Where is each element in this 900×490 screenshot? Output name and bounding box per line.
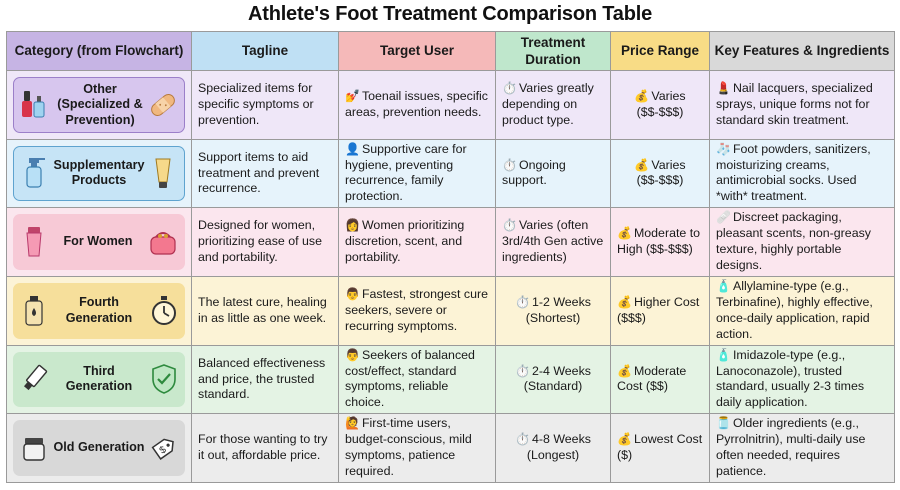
duration-cell: ⏱️ Ongoing support.	[495, 138, 611, 209]
category-label: Supplementary Products	[53, 158, 145, 188]
bandage-icon	[148, 88, 178, 122]
price-cell: 💰 Varies ($$-$$$)	[610, 138, 710, 209]
table-row: For Women Designed for women, prioritizi…	[6, 207, 895, 277]
table-row: Old Generation $ For those wanting to tr…	[6, 413, 895, 483]
table-row: Other (Specialized & Prevention) Special…	[6, 70, 895, 140]
features-cell: 🧴 Imidazole-type (e.g., Lanoconazole), tr…	[709, 344, 895, 415]
table-row: Supplementary Products Support items to …	[6, 138, 895, 209]
tagline-cell: The latest cure, healing in as little as…	[191, 275, 339, 346]
category-cell: Old Generation $	[6, 413, 192, 483]
ointment-tube-icon	[19, 362, 49, 396]
spray-bottle-icon	[20, 156, 50, 190]
header-tagline: Tagline	[191, 31, 339, 71]
duration-cell: ⏱️ 1-2 Weeks (Shortest)	[495, 275, 611, 346]
price-cell: 💰 Varies ($$-$$$)	[610, 70, 710, 140]
category-badge-old-generation: Old Generation $	[13, 420, 185, 476]
target-user-cell: 🙋 First-time users, budget-conscious, mil…	[338, 413, 496, 483]
header-target-user: Target User	[338, 31, 496, 71]
cream-tube-icon	[19, 225, 49, 259]
target-user-cell: 💅 Toenail issues, specific areas, prevent…	[338, 70, 496, 140]
shield-check-icon	[149, 362, 179, 396]
svg-text:$: $	[158, 444, 169, 456]
target-user-cell: 👨 Seekers of balanced cost/effect, standa…	[338, 344, 496, 415]
cream-tube-icon	[19, 294, 49, 328]
category-label: Fourth Generation	[65, 295, 133, 325]
pouch-icon	[147, 225, 179, 259]
duration-cell: ⏱️ 4-8 Weeks (Longest)	[495, 413, 611, 483]
stopwatch-icon	[149, 294, 179, 328]
price-cell: 💰 Higher Cost ($$$)	[610, 275, 710, 346]
price-cell: 💰 Moderate to High ($$-$$$)	[610, 207, 710, 277]
category-badge-fourth-generation: Fourth Generation	[13, 282, 185, 339]
header-price-range: Price Range	[610, 31, 710, 71]
cream-tube-icon	[148, 156, 178, 190]
features-cell: 🧴 Allylamine-type (e.g., Terbinafine), hi…	[709, 275, 895, 346]
tagline-cell: Specialized items for specific symptoms …	[191, 70, 339, 140]
table-row: Fourth Generation The latest cure, heali…	[6, 275, 895, 346]
category-label: Other (Specialized & Prevention)	[57, 81, 143, 127]
table-row: Third Generation Balanced effectiveness …	[6, 344, 895, 415]
category-cell: Other (Specialized & Prevention)	[6, 70, 192, 140]
nail-polish-icon	[20, 88, 52, 122]
header-treatment-duration: Treatment Duration	[495, 31, 611, 71]
category-label: Old Generation	[53, 440, 145, 455]
category-cell: Third Generation	[6, 344, 192, 415]
tagline-cell: Support items to aid treatment and preve…	[191, 138, 339, 209]
comparison-table: Category (from Flowchart) Tagline Target…	[6, 31, 895, 483]
category-label: Third Generation	[65, 364, 133, 394]
page-title: Athlete's Foot Treatment Comparison Tabl…	[247, 3, 653, 25]
duration-cell: ⏱️ Varies (often 3rd/4th Gen active ingre…	[495, 207, 611, 277]
target-user-cell: 👤 Supportive care for hygiene, preventing…	[338, 138, 496, 209]
category-badge-other: Other (Specialized & Prevention)	[13, 77, 185, 133]
header-category: Category (from Flowchart)	[6, 31, 192, 71]
duration-cell: ⏱️ Varies greatly depending on product ty…	[495, 70, 611, 140]
header-key-features: Key Features & Ingredients	[709, 31, 895, 71]
features-cell: 🩹 Discreet packaging, pleasant scents, no…	[709, 207, 895, 277]
features-cell: 🫙 Older ingredients (e.g., Pyrrolnitrin),…	[709, 413, 895, 483]
tagline-cell: Designed for women, prioritizing ease of…	[191, 207, 339, 277]
duration-cell: ⏱️ 2-4 Weeks (Standard)	[495, 344, 611, 415]
features-cell: 🧦 Foot powders, sanitizers, moisturizing …	[709, 138, 895, 209]
tagline-cell: For those wanting to try it out, afforda…	[191, 413, 339, 483]
price-tag-icon: $	[149, 431, 179, 465]
features-cell: 💄 Nail lacquers, specialized sprays, uniq…	[709, 70, 895, 140]
category-cell: Supplementary Products	[6, 138, 192, 209]
tagline-cell: Balanced effectiveness and price, the tr…	[191, 344, 339, 415]
target-user-cell: 👩 Women prioritizing discretion, scent, a…	[338, 207, 496, 277]
category-cell: Fourth Generation	[6, 275, 192, 346]
category-badge-third-generation: Third Generation	[13, 351, 185, 408]
category-badge-supplementary: Supplementary Products	[13, 145, 185, 202]
jar-icon	[19, 431, 49, 465]
category-badge-for-women: For Women	[13, 214, 185, 270]
price-cell: 💰 Lowest Cost ($)	[610, 413, 710, 483]
price-cell: 💰 Moderate Cost ($$)	[610, 344, 710, 415]
category-label: For Women	[63, 234, 133, 249]
target-user-cell: 👨 Fastest, strongest cure seekers, severe…	[338, 275, 496, 346]
header-row: Category (from Flowchart) Tagline Target…	[6, 31, 895, 71]
category-cell: For Women	[6, 207, 192, 277]
